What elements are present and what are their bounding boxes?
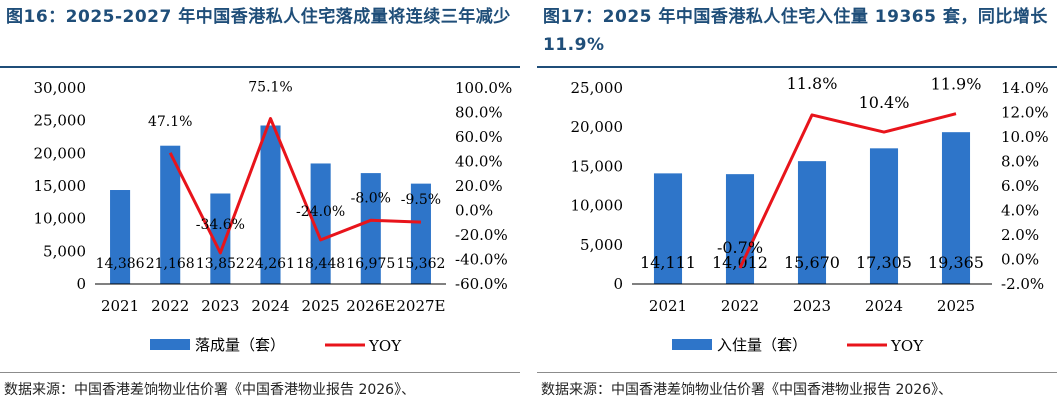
bar-2027E [410,183,431,284]
left-axis-tick-label: 0 [76,275,86,293]
right-axis-tick-label: 6.0% [1001,177,1039,195]
bar-2024 [260,125,281,284]
x-axis-tick-label: 2025 [302,297,340,315]
right-axis-tick-label: 20.0% [455,177,503,195]
bar-data-label: 18,448 [296,256,345,272]
bar-data-label: 14,012 [712,253,768,272]
right-axis-tick-label: 0.0% [455,202,493,220]
bar-2025 [941,132,971,284]
yoy-data-label: -34.6% [196,217,245,233]
figure-17-title: 图17：2025 年中国香港私人住宅入住量 19365 套，同比增长 11.9% [543,7,1048,55]
bottom-divider [537,372,1057,373]
bottom-divider [0,372,520,373]
bar-data-label: 15,670 [784,253,840,272]
legend-line-label: YOY [890,337,924,355]
bar-2021 [110,190,131,284]
figure-17-source: 数据来源：中国香港差饷物业估价署《中国香港物业报告 2026》、 [541,382,953,398]
right-axis-tick-label: -20.0% [455,226,508,244]
yoy-series-line [738,112,957,269]
bar-2023 [210,193,231,284]
left-axis-tick-label: 10,000 [571,197,624,215]
legend-bar-label: 落成量（套） [195,336,285,354]
completions-chart: 0 5,000 10,000 15,000 20,000 25,000 30,000 -60.… [34,79,513,355]
left-axis-tick-label: 5,000 [580,236,623,254]
left-axis-tick-label: 20,000 [34,144,87,162]
right-axis-tick-label: -60.0% [455,275,508,293]
bar-data-label: 14,111 [640,253,696,272]
left-axis-tick-label: 5,000 [43,242,86,260]
bar-data-label: 14,386 [96,256,145,272]
legend-bar-label: 入住量（套） [717,336,807,354]
bar-data-label: 19,365 [928,253,984,272]
right-axis-tick-label: 4.0% [1001,202,1039,220]
x-axis-tick-label: 2023 [201,297,239,315]
left-axis-tick-label: 20,000 [571,118,624,136]
take-up-chart: 0 5,000 10,000 15,000 20,000 25,000 -2.0% 0.0% 2… [571,74,1049,355]
figure-16-source: 数据来源：中国香港差饷物业估价署《中国香港物业报告 2026》、 [4,382,416,398]
x-axis-tick-label: 2023 [793,297,831,315]
legend-bar-swatch [150,339,190,350]
bar-2022 [160,145,181,284]
bar-2026E [360,173,381,284]
right-axis-tick-label: 12.0% [1001,104,1049,122]
bar-2021 [653,173,683,284]
right-axis-tick-label: 80.0% [455,104,503,122]
yoy-data-label: 10.4% [859,93,910,112]
x-axis-tick-label: 2022 [151,297,189,315]
left-axis-tick-label: 10,000 [34,210,87,228]
left-axis-tick-label: 30,000 [34,79,87,97]
yoy-data-label: 11.8% [787,74,838,93]
right-axis-tick-label: -40.0% [455,251,508,269]
bar-2025 [310,163,331,284]
bar-data-label: 17,305 [856,253,912,272]
right-axis-tick-label: 8.0% [1001,153,1039,171]
title-divider [537,66,1057,68]
bar-2024 [869,148,899,284]
bar-data-label: 24,261 [246,256,295,272]
figure-17-panel: 图17：2025 年中国香港私人住宅入住量 19365 套，同比增长 11.9%… [537,0,1057,405]
right-axis-tick-label: 2.0% [1001,226,1039,244]
yoy-data-label: 47.1% [148,114,192,130]
x-axis-tick-label: 2025 [937,297,975,315]
left-axis-tick-label: 25,000 [571,79,624,97]
x-axis-tick-label: 2024 [865,297,903,315]
x-axis-tick-label: 2026E [346,297,395,315]
x-axis-tick-label: 2024 [251,297,289,315]
legend-bar-swatch [672,339,712,350]
figure-16-title: 图16：2025-2027 年中国香港私人住宅落成量将连续三年减少 [6,7,511,27]
bar-data-label: 15,362 [396,256,445,272]
yoy-data-label: -24.0% [296,204,345,220]
x-axis-tick-label: 2022 [721,297,759,315]
legend-line-label: YOY [368,337,402,355]
left-axis-tick-label: 15,000 [34,177,87,195]
right-axis-tick-label: 14.0% [1001,79,1049,97]
title-divider [0,66,520,68]
bar-data-label: 13,852 [196,256,245,272]
left-axis-tick-label: 0 [613,275,623,293]
yoy-data-label: -9.5% [401,192,441,208]
yoy-series-line [168,117,421,255]
right-axis-tick-label: 40.0% [455,153,503,171]
right-axis-tick-label: 0.0% [1001,251,1039,269]
right-axis-tick-label: -2.0% [1001,275,1044,293]
x-axis-tick-label: 2021 [649,297,687,315]
yoy-data-label: 11.9% [931,75,982,94]
bar-data-label: 16,975 [346,256,395,272]
right-axis-tick-label: 60.0% [455,128,503,146]
left-axis-tick-label: 25,000 [34,112,87,130]
left-axis-tick-label: 15,000 [571,157,624,175]
right-axis-tick-label: 100.0% [455,79,512,97]
figure-16-panel: 图16：2025-2027 年中国香港私人住宅落成量将连续三年减少 0 5,000… [0,0,520,405]
right-axis-tick-label: 10.0% [1001,128,1049,146]
bar-2023 [797,161,827,284]
x-axis-tick-label: 2027E [396,297,445,315]
bar-data-label: 21,168 [146,256,195,272]
yoy-data-label: -0.7% [717,238,763,257]
yoy-data-label: -8.0% [351,190,391,206]
yoy-data-label: 75.1% [248,80,292,96]
x-axis-tick-label: 2021 [101,297,139,315]
